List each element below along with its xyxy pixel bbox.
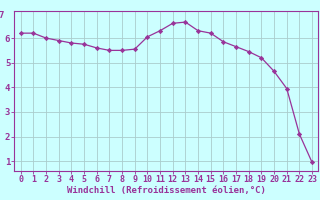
X-axis label: Windchill (Refroidissement éolien,°C): Windchill (Refroidissement éolien,°C) [67,186,266,195]
Text: 7: 7 [0,11,4,20]
